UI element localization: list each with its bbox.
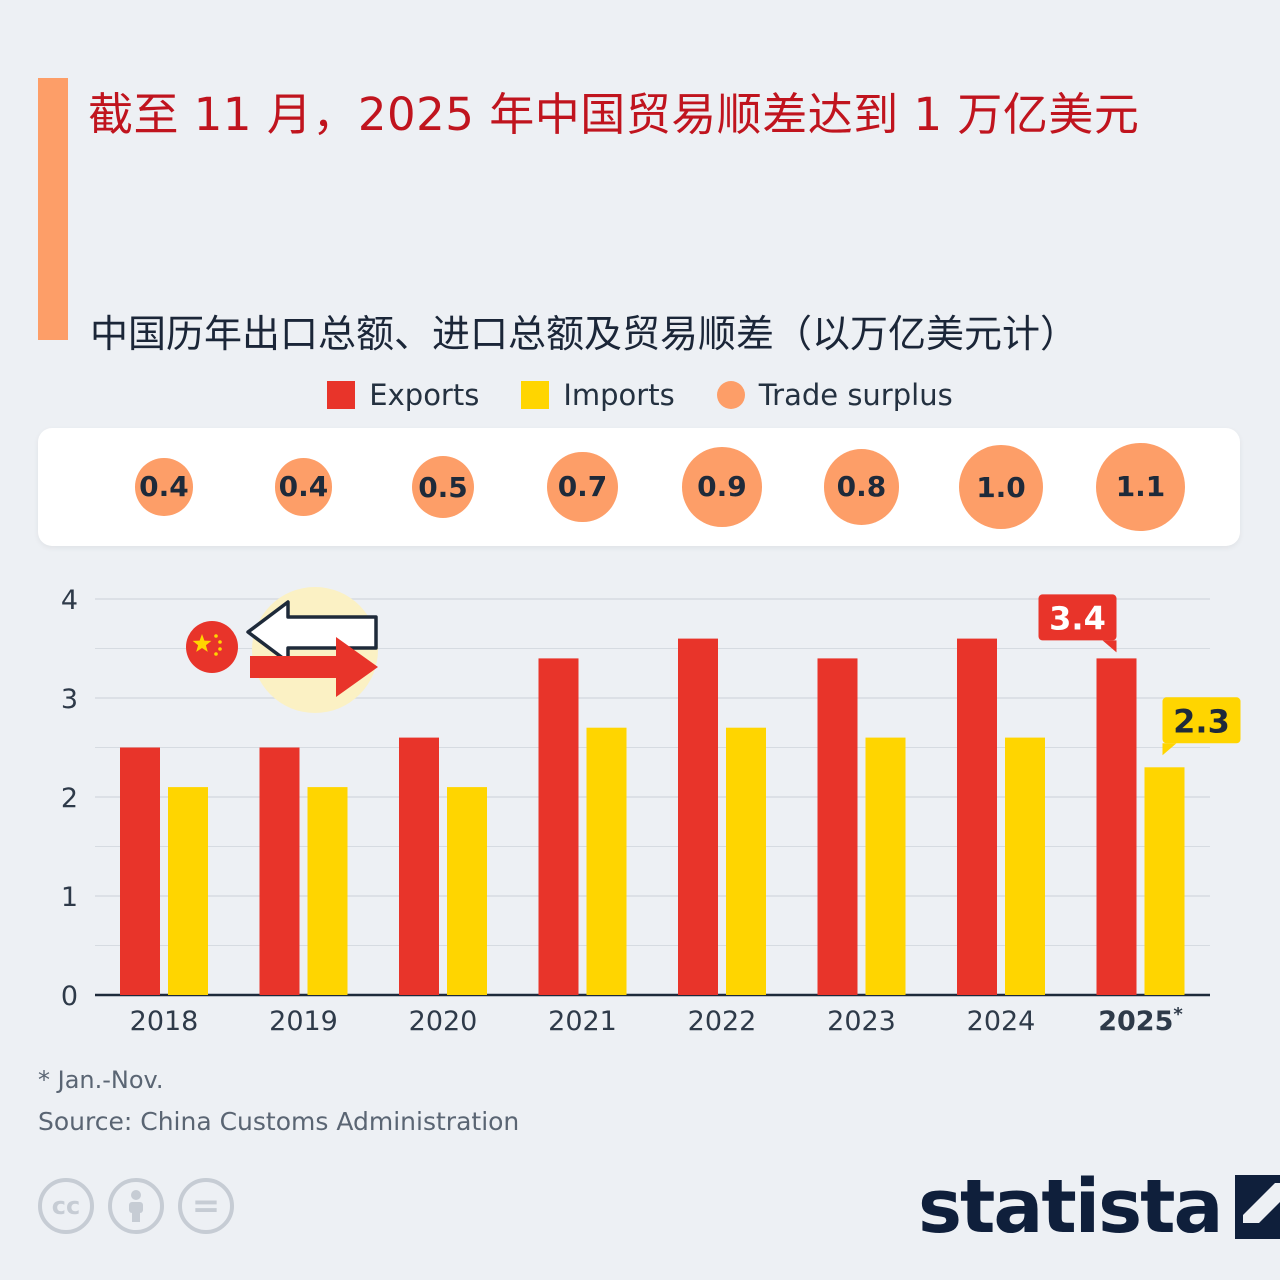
attribution-icon[interactable] [108,1178,164,1234]
cc-icon-text: cc [51,1192,81,1220]
surplus-bubble-2018: 0.4 [135,458,193,516]
x-tick-label: 2022 [688,1006,757,1037]
bar-exports-2022 [678,638,718,995]
x-tick-label: 2023 [827,1006,896,1037]
surplus-bubble-2022: 0.9 [682,447,762,527]
bar-imports-2021 [586,727,627,995]
surplus-bubble-2025: 1.1 [1096,442,1185,532]
bar-exports-2019 [259,747,300,995]
y-tick-label: 3 [61,684,78,715]
x-tick-label: 2018 [130,1006,199,1037]
callout-box-exports [1038,594,1117,641]
callout-pointer-imports [1162,743,1177,756]
statista-logo[interactable]: statista [918,1170,1280,1244]
trade-surplus-panel: 0.4 0.4 0.5 0.7 0.9 0.8 1.0 1.1 [38,428,1240,546]
surplus-bubble-2023: 0.8 [823,449,900,525]
x-tick-label: 2020 [409,1006,478,1037]
legend-swatch-trade-surplus [716,381,745,409]
chart-subtitle: 中国历年出口总额、进口总额及贸易顺差（以万亿美元计） [90,312,1079,356]
callout-box-imports [1162,697,1241,744]
legend-item-trade-surplus: Trade surplus [716,378,953,412]
y-tick-label: 0 [61,981,78,1012]
legend-label-imports: Imports [563,378,675,412]
bar-exports-2024 [957,638,997,995]
y-tick-label: 2 [61,783,78,814]
bar-exports-2018 [120,747,160,995]
x-tick-label: 2024 [967,1006,1036,1037]
cc-icon[interactable]: cc [38,1178,94,1234]
footnote: * Jan.-Nov. [38,1066,164,1094]
callout-label-exports: 3.4 [1049,599,1106,637]
legend-label-trade-surplus: Trade surplus [758,378,953,412]
surplus-bubble-2019: 0.4 [274,458,333,516]
legend-item-imports: Imports [521,378,675,412]
no-derivatives-icon-text: = [191,1186,221,1226]
y-tick-label: 1 [61,882,78,913]
legend-swatch-imports [521,381,550,409]
bar-exports-2021 [538,658,579,995]
callout-pointer-exports [1102,640,1117,653]
bar-imports-2019 [307,787,348,995]
y-tick-label: 4 [61,585,78,616]
brand-name: statista [918,1164,1223,1250]
legend-label-exports: Exports [369,378,480,412]
bar-imports-2023 [865,737,906,995]
x-tick-label: 2025* [1098,1004,1183,1037]
callout-label-imports: 2.3 [1173,702,1230,740]
source-link[interactable]: Source: China Customs Administration [38,1107,520,1136]
statista-logo-icon [1235,1175,1280,1239]
legend: Exports Imports Trade surplus [0,378,1280,412]
license-icons: cc = [38,1178,234,1234]
bar-exports-2025 [1096,658,1137,995]
legend-item-exports: Exports [327,378,479,412]
china-flag-icon [186,621,238,673]
bar-imports-2020 [447,787,487,995]
no-derivatives-icon[interactable]: = [178,1178,234,1234]
trade-arrows-icon [246,600,378,697]
bar-imports-2024 [1005,737,1045,995]
surplus-bubble-2021: 0.7 [547,451,618,523]
legend-swatch-exports [327,381,356,409]
x-tick-label: 2019 [269,1006,338,1037]
x-tick-label: 2021 [548,1006,617,1037]
bar-exports-2020 [399,737,439,995]
surplus-bubble-2024: 1.0 [959,445,1043,529]
bar-imports-2025 [1144,767,1185,995]
bar-exports-2023 [817,658,858,995]
surplus-bubble-2020: 0.5 [412,456,474,518]
bar-imports-2022 [726,727,766,995]
chart-title: 截至 11 月，2025 年中国贸易顺差达到 1 万亿美元 [88,88,1140,141]
accent-bar [38,78,68,340]
bar-imports-2018 [168,787,208,995]
